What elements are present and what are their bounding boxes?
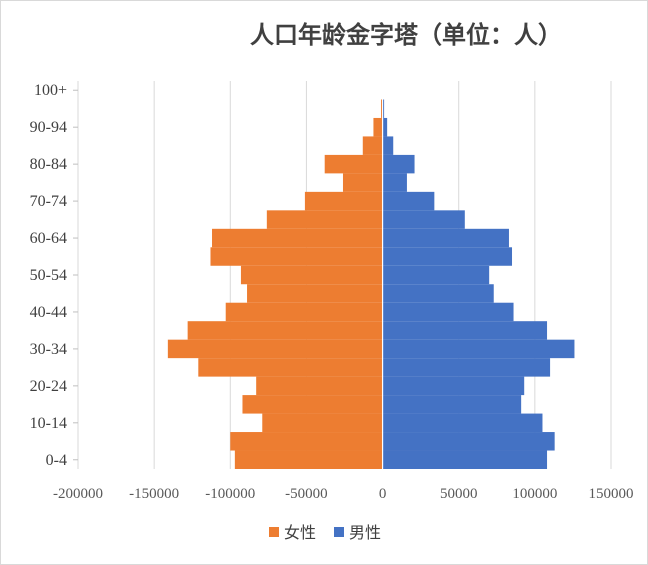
- female-bar-20-24: [256, 376, 383, 396]
- female-bar-30-34: [167, 339, 383, 359]
- male-bar-75-79: [382, 173, 407, 192]
- y-tick-label: 40-44: [30, 304, 67, 321]
- female-bar-60-64: [212, 228, 383, 248]
- male-bar-55-59: [382, 247, 513, 266]
- y-tick-label: 90-94: [30, 119, 67, 136]
- y-tick-label: 70-74: [30, 193, 67, 210]
- x-tick-label: -200000: [53, 486, 103, 502]
- male-bar-40-44: [382, 302, 514, 322]
- male-bar-45-49: [382, 284, 494, 303]
- male-bar-0-4: [382, 450, 548, 469]
- x-tick-label: 100000: [512, 486, 557, 502]
- male-bar-25-29: [382, 358, 551, 377]
- chart-title: 人口年龄金字塔（单位：人）: [250, 20, 562, 49]
- female-bar-50-54: [240, 265, 383, 285]
- female-bar-0-4: [234, 450, 383, 469]
- female-bar-15-19: [242, 395, 383, 414]
- female-bar-5-9: [230, 432, 383, 451]
- legend-label-male: 男性: [349, 523, 381, 542]
- y-tick-label: 50-54: [30, 267, 67, 284]
- female-bar-35-39: [187, 321, 383, 340]
- x-tick-label: 150000: [589, 486, 634, 502]
- x-tick-label: -150000: [129, 486, 179, 502]
- female-bar-90-94: [373, 117, 383, 137]
- male-bar-10-14: [382, 413, 543, 433]
- y-tick-label: 60-64: [30, 230, 67, 247]
- female-bar-55-59: [210, 247, 383, 266]
- male-bar-80-84: [382, 154, 415, 174]
- male-bar-20-24: [382, 376, 525, 396]
- male-bar-5-9: [382, 432, 555, 451]
- bars: [167, 81, 575, 469]
- male-bar-85-89: [382, 136, 394, 155]
- female-bar-70-74: [304, 191, 383, 211]
- male-bar-95-99: [382, 99, 385, 118]
- male-bar-60-64: [382, 228, 509, 248]
- x-tick-label: -100000: [205, 486, 255, 502]
- y-tick-label: 80-84: [30, 156, 67, 173]
- female-bar-80-84: [324, 154, 383, 174]
- y-axis-ticks: 0-4 10-14 20-24 30-34 40-44 50-54 60-64 70-74 80…: [30, 82, 78, 469]
- male-bar-70-74: [382, 191, 435, 211]
- x-tick-label: 0: [379, 486, 387, 502]
- y-tick-label: 20-24: [30, 378, 67, 395]
- legend-swatch-female: [269, 527, 279, 537]
- legend-swatch-male: [334, 527, 344, 537]
- y-tick-label: 0-4: [46, 452, 67, 469]
- legend-label-female: 女性: [284, 523, 316, 542]
- x-tick-label: -50000: [285, 486, 328, 502]
- male-bar-35-39: [382, 321, 548, 340]
- y-tick-label: 100+: [34, 82, 67, 99]
- female-bar-25-29: [198, 358, 383, 377]
- female-bar-10-14: [262, 413, 383, 433]
- male-bar-65-69: [382, 210, 465, 229]
- male-bar-50-54: [382, 265, 490, 285]
- female-bar-75-79: [342, 173, 383, 192]
- female-bar-85-89: [362, 136, 383, 155]
- y-tick-label: 10-14: [30, 415, 67, 432]
- male-bar-15-19: [382, 395, 522, 414]
- x-axis-ticks: -200000 -150000 -100000 -50000 0 50000 100000 1…: [53, 486, 634, 502]
- male-bar-30-34: [382, 339, 575, 359]
- female-bar-95-99: [381, 99, 383, 118]
- male-bar-90-94: [382, 117, 388, 137]
- female-bar-65-69: [266, 210, 383, 229]
- x-tick-label: 50000: [440, 486, 478, 502]
- female-bar-40-44: [225, 302, 383, 322]
- y-tick-label: 30-34: [30, 341, 67, 358]
- female-bar-45-49: [247, 284, 383, 303]
- legend: 女性 男性: [269, 523, 381, 542]
